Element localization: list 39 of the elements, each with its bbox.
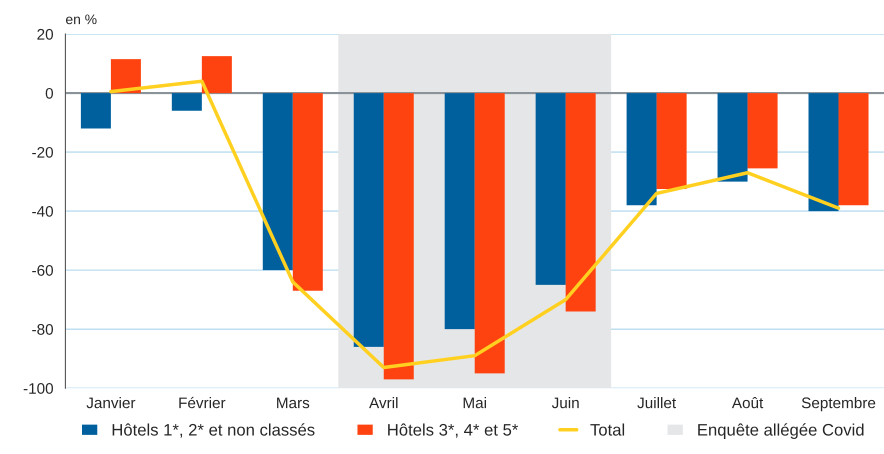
legend-label: Hôtels 1*, 2* et non classés xyxy=(112,423,315,438)
bar xyxy=(718,93,748,182)
bar xyxy=(536,93,566,285)
bar xyxy=(748,93,778,168)
bar xyxy=(354,93,384,347)
bar xyxy=(838,93,869,206)
bar xyxy=(80,93,111,128)
bar xyxy=(626,93,657,206)
y-tick-label: 0 xyxy=(46,88,54,99)
x-tick-label: Février xyxy=(179,396,226,408)
x-tick-label: Septembre xyxy=(802,397,876,412)
bar xyxy=(384,93,414,380)
x-tick-label: Mars xyxy=(277,398,310,408)
bar xyxy=(656,93,687,189)
bar xyxy=(474,93,505,374)
x-tick-label: Juin xyxy=(552,397,579,408)
y-tick-label: -60 xyxy=(32,265,54,276)
bar xyxy=(808,93,839,212)
bar xyxy=(444,93,475,330)
y-tick-label: -100 xyxy=(24,383,54,394)
bar xyxy=(172,93,202,111)
bar xyxy=(566,93,596,312)
x-tick-label: Avril xyxy=(369,397,398,408)
y-tick-label: -20 xyxy=(32,146,54,158)
legend-label: Hôtels 3*, 4* et 5* xyxy=(388,423,518,438)
y-tick-label: -80 xyxy=(32,324,54,335)
y-tick-label: -40 xyxy=(32,206,54,217)
x-tick-label: Mai xyxy=(464,397,486,408)
bar xyxy=(292,93,323,291)
line-series xyxy=(109,80,840,370)
x-tick-label: Janvier xyxy=(86,397,136,408)
bar xyxy=(262,93,293,270)
x-tick-label: Août xyxy=(732,396,764,408)
legend-label: Total xyxy=(590,423,624,436)
y-axis-title: en % xyxy=(66,14,97,24)
y-tick-label: 20 xyxy=(37,28,54,40)
x-tick-label: Juillet xyxy=(637,397,676,408)
legend-label: Enquête allégée Covid xyxy=(698,423,864,439)
bar xyxy=(202,56,232,94)
